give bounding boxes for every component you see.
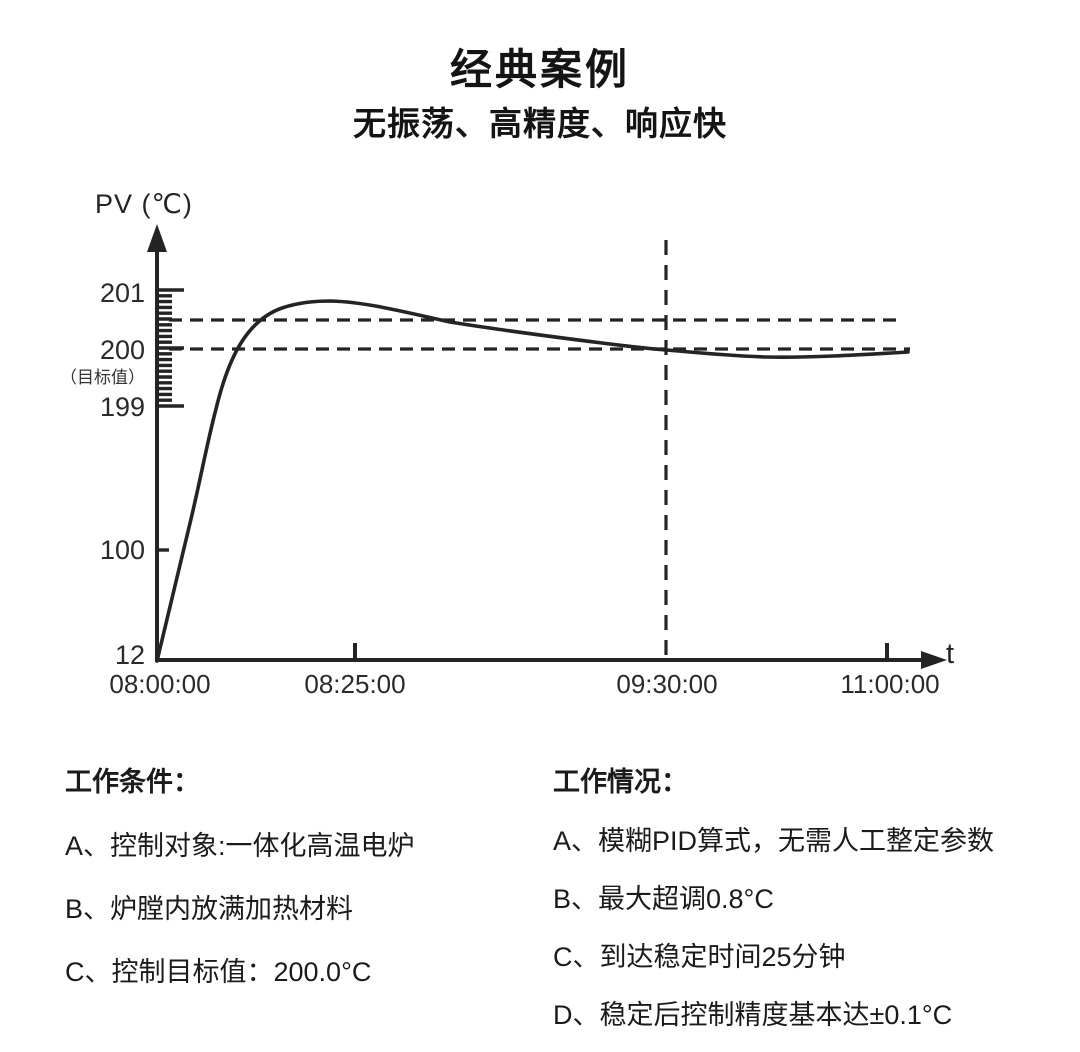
y-tick-label-12: 12	[114, 640, 145, 670]
page-title: 经典案例	[449, 46, 630, 93]
results-section: 工作情况： A、模糊PID算式，无需人工整定参数 B、最大超调0.8°C C、到…	[553, 760, 995, 1030]
result-item: D、稳定后控制精度基本达±0.1°C	[553, 1000, 953, 1030]
page-subtitle: 无振荡、高精度、响应快	[353, 105, 727, 142]
pv-curve	[155, 299, 910, 663]
condition-item: B、炉膛内放满加热材料	[65, 894, 354, 924]
y-axis-title: PV (℃)	[95, 189, 193, 219]
y-target-note: （目标值）	[60, 368, 145, 387]
x-axis-title: t	[946, 638, 955, 670]
x-tick-label-0800: 08:00:00	[109, 669, 211, 699]
conditions-heading: 工作条件：	[65, 767, 200, 797]
y-tick-label-200: 200	[99, 335, 145, 365]
condition-item: A、控制对象:一体化高温电炉	[65, 831, 415, 861]
y-tick-label-199: 199	[99, 392, 145, 422]
condition-item: C、控制目标值：200.0°C	[65, 957, 372, 987]
result-item: A、模糊PID算式，无需人工整定参数	[553, 826, 995, 856]
result-item: C、到达稳定时间25分钟	[553, 942, 846, 972]
result-item: B、最大超调0.8°C	[553, 884, 774, 914]
results-heading: 工作情况：	[553, 767, 688, 797]
x-tick-label-0930: 09:30:00	[616, 669, 718, 699]
x-tick-label-0825: 08:25:00	[304, 669, 406, 699]
conditions-section: 工作条件： A、控制对象:一体化高温电炉 B、炉膛内放满加热材料 C、控制目标值…	[65, 760, 415, 987]
y-tick-label-100: 100	[99, 535, 145, 565]
x-tick-label-1100: 11:00:00	[840, 669, 940, 699]
y-tick-label-201: 201	[99, 278, 145, 308]
